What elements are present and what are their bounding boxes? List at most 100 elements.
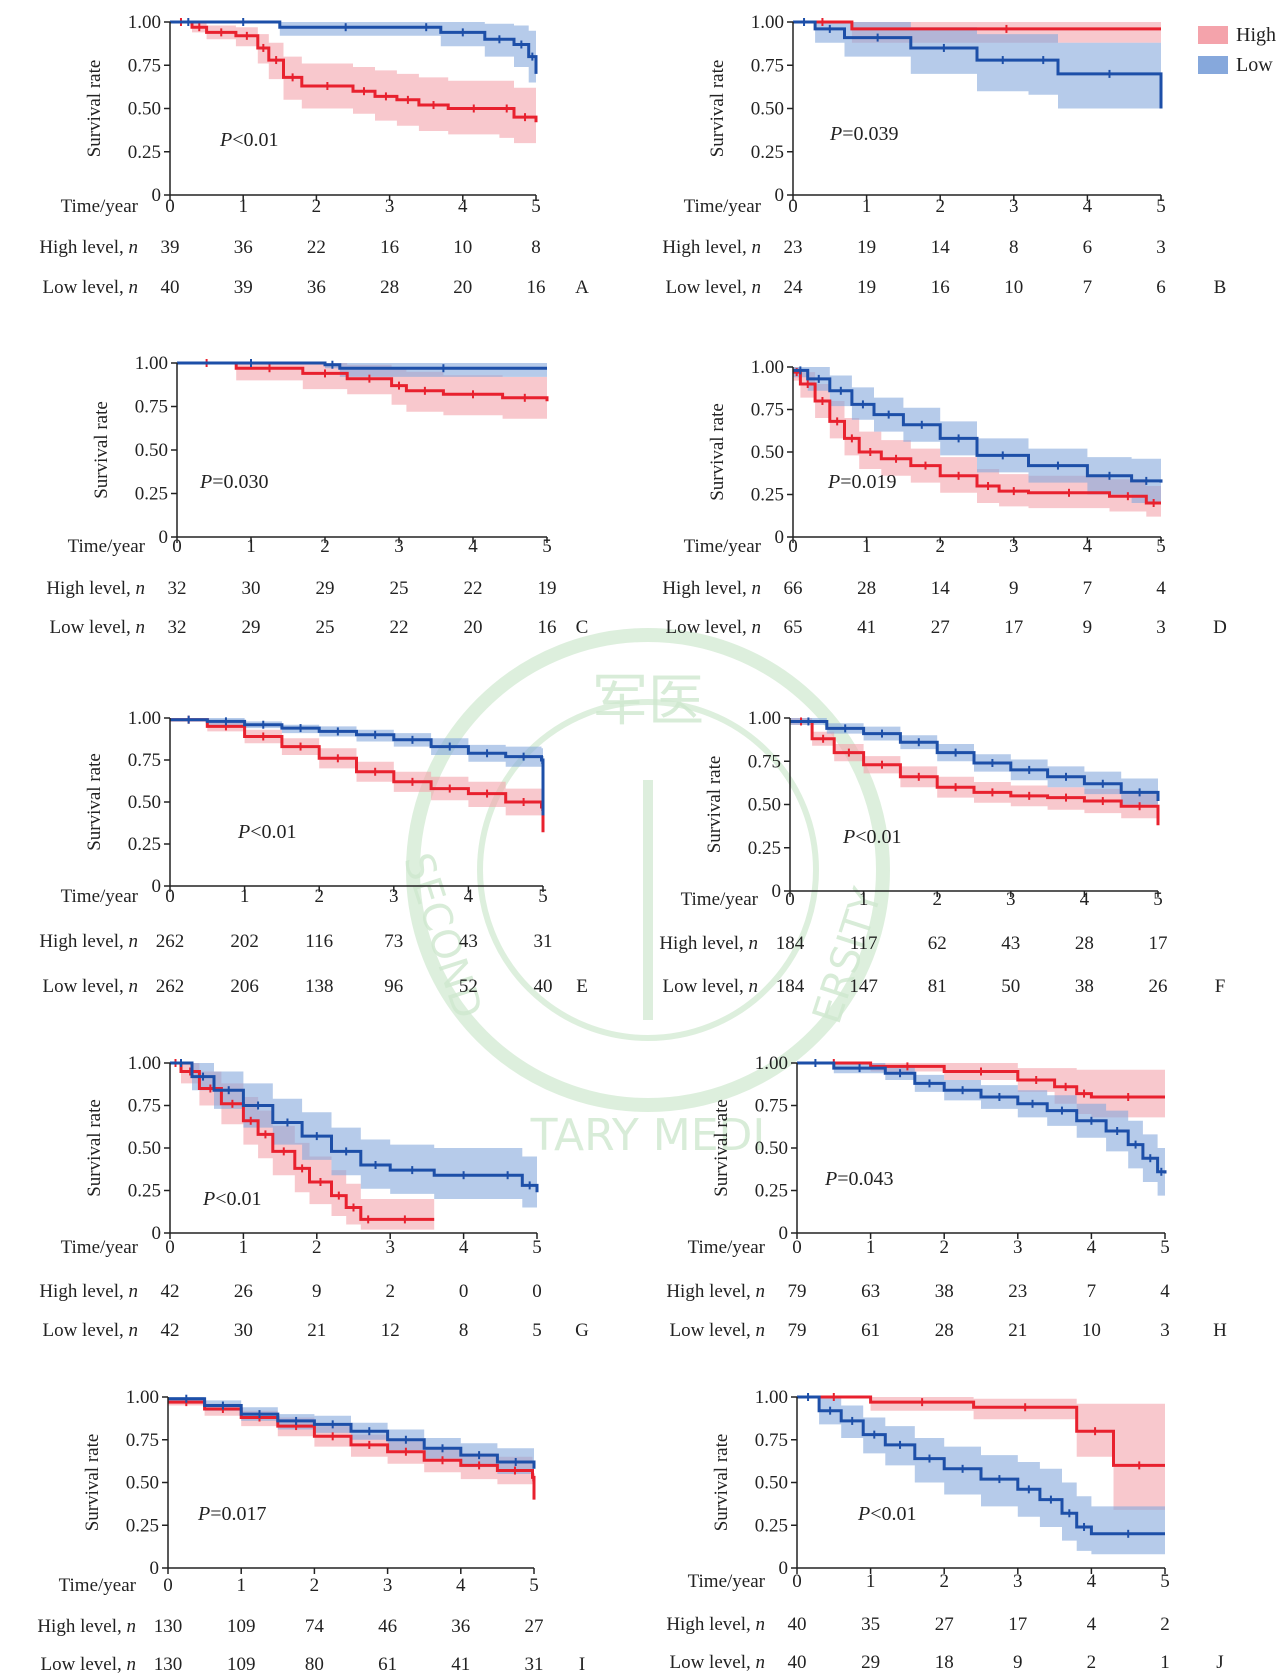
at-risk-count-low: 16 <box>538 617 557 638</box>
at-risk-count-low: 3 <box>1160 1320 1170 1341</box>
y-tick-label: 0.50 <box>755 1138 788 1159</box>
ci-band-low <box>793 367 1161 503</box>
p-value: P=0.017 <box>197 1503 267 1525</box>
x-tick-label: 3 <box>1013 1571 1023 1592</box>
y-tick-label: 1.00 <box>135 353 168 374</box>
y-tick-label: 0.25 <box>128 142 161 163</box>
at-risk-count-high: 38 <box>935 1281 954 1302</box>
at-risk-n-symbol: n <box>136 617 146 638</box>
p-value-text: <0.01 <box>870 1503 916 1525</box>
p-value-text: <0.01 <box>250 821 296 843</box>
at-risk-count-high: 29 <box>316 578 335 599</box>
at-risk-count-high: 19 <box>538 578 557 599</box>
survival-line-high <box>170 1061 435 1221</box>
p-value-symbol: P <box>857 1503 870 1525</box>
at-risk-count-low: 138 <box>305 976 334 997</box>
at-risk-count-low: 27 <box>931 617 950 638</box>
y-tick-label: 0.50 <box>748 795 781 816</box>
at-risk-count-low: 3 <box>1156 617 1166 638</box>
y-tick-label: 0.50 <box>751 99 784 120</box>
panel-letter: A <box>575 277 589 298</box>
at-risk-count-low: 18 <box>935 1652 954 1673</box>
at-risk-count-high: 30 <box>242 578 261 599</box>
survival-line-low <box>168 1397 536 1469</box>
p-value-text: <0.01 <box>232 129 278 151</box>
time-label: Time/year <box>61 1237 139 1258</box>
at-risk-prefix: High level, <box>662 237 751 258</box>
at-risk-count-low: 61 <box>861 1320 880 1341</box>
legend-item-low: Low <box>1198 50 1276 80</box>
x-tick-label: 2 <box>310 1575 320 1596</box>
at-risk-count-low: 96 <box>384 976 403 997</box>
p-value: P=0.030 <box>199 471 269 493</box>
legend-item-high: High <box>1198 20 1276 50</box>
at-risk-count-high: 25 <box>390 578 409 599</box>
time-label: Time/year <box>688 1571 766 1592</box>
at-risk-count-high: 62 <box>928 933 947 954</box>
at-risk-count-low: 184 <box>776 976 805 997</box>
at-risk-label-high: High level, n <box>39 237 138 258</box>
y-tick-label: 0 <box>150 1558 160 1579</box>
p-value-text: =0.019 <box>840 471 896 493</box>
x-tick-label: 4 <box>464 886 474 907</box>
y-tick-label: 0.75 <box>751 400 784 421</box>
at-risk-count-high: 9 <box>1009 578 1019 599</box>
at-risk-count-high: 32 <box>168 578 187 599</box>
watermark-top-text: 军医 <box>592 669 704 734</box>
legend-label-high: High <box>1236 23 1276 46</box>
at-risk-prefix: High level, <box>662 578 751 599</box>
at-risk-count-low: 9 <box>1083 617 1093 638</box>
at-risk-count-high: 36 <box>234 237 253 258</box>
at-risk-count-high: 3 <box>1156 237 1166 258</box>
x-tick-label: 3 <box>1006 889 1016 910</box>
x-tick-label: 0 <box>792 1237 802 1258</box>
at-risk-count-low: 2 <box>1087 1652 1097 1673</box>
at-risk-count-low: 29 <box>861 1652 880 1673</box>
at-risk-count-low: 36 <box>307 277 326 298</box>
x-tick-label: 4 <box>459 1237 469 1258</box>
y-tick-label: 0.50 <box>135 440 168 461</box>
at-risk-count-high: 19 <box>857 237 876 258</box>
panel-letter: G <box>575 1320 589 1341</box>
at-risk-prefix: Low level, <box>665 277 751 298</box>
at-risk-count-high: 46 <box>378 1616 397 1637</box>
at-risk-count-high: 4 <box>1160 1281 1170 1302</box>
at-risk-count-high: 22 <box>307 237 326 258</box>
panel-letter: J <box>1216 1652 1223 1673</box>
at-risk-label-high: High level, n <box>666 1614 765 1635</box>
at-risk-count-high: 27 <box>935 1614 954 1635</box>
at-risk-label-high: High level, n <box>659 933 758 954</box>
ci-band-high <box>170 22 536 144</box>
x-tick-label: 2 <box>932 889 942 910</box>
y-tick-label: 0.25 <box>755 1515 788 1536</box>
p-value-symbol: P <box>237 821 250 843</box>
at-risk-label-low: Low level, n <box>669 1652 765 1673</box>
at-risk-count-high: 202 <box>230 931 259 952</box>
x-tick-label: 4 <box>1083 536 1093 557</box>
at-risk-count-low: 10 <box>1004 277 1023 298</box>
p-value: P<0.01 <box>219 129 279 151</box>
at-risk-count-high: 8 <box>531 237 541 258</box>
at-risk-count-high: 74 <box>305 1616 325 1637</box>
at-risk-prefix: Low level, <box>42 1320 128 1341</box>
survival-line-low <box>170 1061 539 1193</box>
at-risk-n-symbol: n <box>752 617 762 638</box>
panel-letter: F <box>1215 976 1226 997</box>
at-risk-count-low: 20 <box>464 617 483 638</box>
y-tick-label: 0 <box>772 881 782 902</box>
x-tick-label: 3 <box>1013 1237 1023 1258</box>
survival-line-low <box>170 20 538 74</box>
at-risk-count-high: 130 <box>154 1616 183 1637</box>
x-tick-label: 1 <box>866 1237 876 1258</box>
at-risk-count-low: 81 <box>928 976 947 997</box>
at-risk-n-symbol: n <box>756 1652 766 1673</box>
p-value-text: =0.030 <box>212 471 268 493</box>
y-axis-label: Survival rate <box>84 1099 105 1197</box>
x-tick-label: 5 <box>538 886 548 907</box>
at-risk-count-low: 206 <box>230 976 259 997</box>
at-risk-n-symbol: n <box>129 237 139 258</box>
x-tick-label: 2 <box>314 886 324 907</box>
at-risk-count-high: 7 <box>1087 1281 1097 1302</box>
